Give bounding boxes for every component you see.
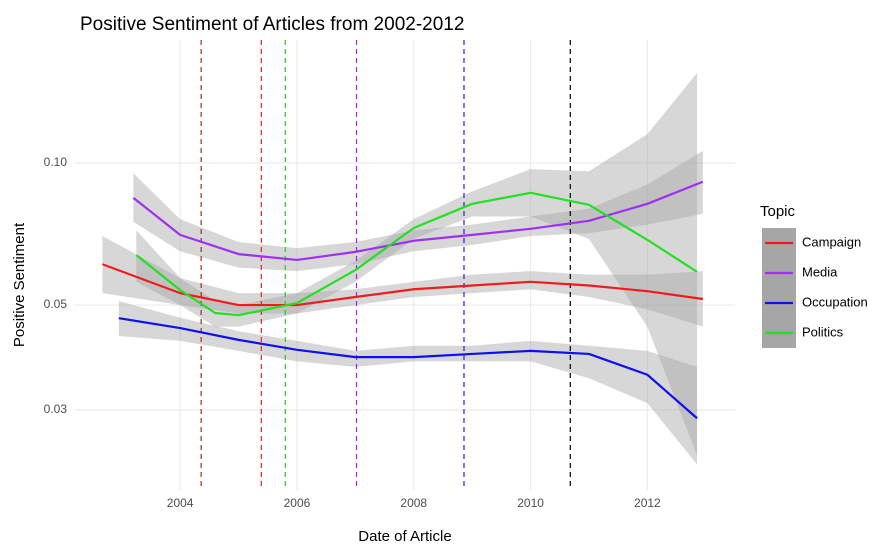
x-axis-title: Date of Article [358, 528, 451, 545]
chart-title: Positive Sentiment of Articles from 2002… [80, 14, 464, 35]
legend-label: Campaign [802, 234, 861, 249]
y-tick-label: 0.03 [44, 402, 68, 416]
series-line [132, 180, 704, 262]
y-tick-label: 0.10 [44, 155, 68, 169]
confidence-band [133, 150, 703, 272]
series-line [102, 263, 704, 307]
x-tick-label: 2004 [167, 496, 194, 510]
x-tick-label: 2012 [634, 496, 661, 510]
legend-title: Topic [760, 203, 796, 220]
y-tick-label: 0.05 [44, 297, 68, 311]
series-line [118, 317, 698, 420]
legend-label: Occupation [802, 294, 868, 309]
legend-label: Media [802, 264, 838, 279]
plot-layer [102, 40, 704, 490]
confidence-band [136, 72, 698, 456]
x-tick-label: 2010 [517, 496, 544, 510]
x-tick-label: 2008 [400, 496, 427, 510]
x-tick-label: 2006 [284, 496, 311, 510]
y-axis-title: Positive Sentiment [11, 222, 28, 347]
confidence-band [118, 301, 698, 465]
series-line [135, 191, 698, 317]
legend-label: Politics [802, 324, 844, 339]
